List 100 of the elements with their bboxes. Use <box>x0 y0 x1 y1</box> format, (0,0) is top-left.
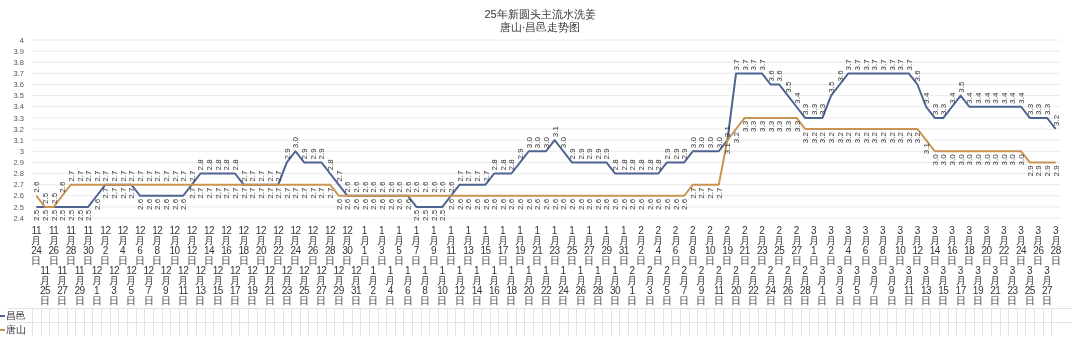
legend-label: 昌邑 <box>0 310 32 322</box>
x-tick-label: 12月29日 <box>333 265 344 306</box>
x-tick-label: 12月10日 <box>169 225 181 266</box>
x-tick-label: 2月23日 <box>756 225 768 266</box>
data-label: 2.8 <box>498 158 508 171</box>
data-label: 2.7 <box>196 187 206 199</box>
data-label: 2.6 <box>369 181 379 193</box>
data-label: 3.6 <box>766 69 776 82</box>
data-label: 2.6 <box>671 198 681 210</box>
data-label: 2.6 <box>92 198 102 210</box>
x-tick-label: 3月12日 <box>911 225 923 266</box>
data-label: 2.6 <box>498 198 508 210</box>
x-tick-label: 12月26日 <box>307 225 319 266</box>
data-label: 2.8 <box>490 158 500 171</box>
data-label: 2.7 <box>334 169 344 182</box>
x-tick-label: 3月28日 <box>1050 225 1062 266</box>
x-tick-label: 3月1日 <box>808 225 820 266</box>
x-tick-label: 2月25日 <box>773 225 785 266</box>
data-label: 2.7 <box>213 187 223 199</box>
data-label: 3.7 <box>878 58 888 71</box>
x-tick-label: 1月13日 <box>462 225 474 266</box>
x-tick-label: 12月27日 <box>316 265 327 306</box>
data-label: 3.2 <box>896 131 906 144</box>
x-tick-label: 3月19日 <box>971 265 984 306</box>
x-tick-label: 2月19日 <box>721 225 733 266</box>
x-tick-label: 1月1日 <box>359 225 371 266</box>
x-tick-label: 3月2日 <box>825 225 837 266</box>
data-label: 3.7 <box>740 58 750 71</box>
data-label: 3.7 <box>896 58 906 71</box>
x-tick-label: 2月20日 <box>729 265 743 306</box>
x-tick-label: 1月21日 <box>531 225 544 266</box>
data-label: 3.3 <box>818 103 828 115</box>
data-label: 3.1 <box>922 142 932 155</box>
data-label: 2.6 <box>395 198 405 210</box>
data-label: 2.6 <box>369 198 379 210</box>
data-label: 2.7 <box>239 169 249 182</box>
data-label: 3.4 <box>948 92 958 104</box>
data-label: 2.6 <box>662 198 672 210</box>
data-label: 2.7 <box>110 169 120 182</box>
data-label: 2.6 <box>645 198 655 210</box>
data-label: 3.3 <box>930 103 940 115</box>
data-label: 2.6 <box>507 198 517 210</box>
x-tick-label: 2月8日 <box>687 225 699 266</box>
data-label: 2.6 <box>593 198 603 210</box>
data-label: 2.9 <box>593 147 603 160</box>
data-label: 2.6 <box>351 198 361 210</box>
data-label: 2.8 <box>628 158 638 171</box>
data-label: 2.5 <box>66 209 76 221</box>
data-label: 2.7 <box>282 187 292 199</box>
data-label: 2.6 <box>602 198 612 210</box>
data-label: 3.6 <box>835 69 845 82</box>
x-tick-label: 2月21日 <box>739 225 751 266</box>
data-label: 3.0 <box>697 136 707 149</box>
data-label: 2.9 <box>308 147 318 160</box>
data-label: 3.2 <box>887 131 897 144</box>
x-tick-label: 12月17日 <box>229 265 241 306</box>
chart-title: 25年新圆头主流水洗姜 <box>483 8 597 21</box>
data-label: 3.2 <box>827 131 837 144</box>
x-tick-label: 12月20日 <box>255 225 267 266</box>
data-label: 2.6 <box>179 198 189 210</box>
data-label: 3.7 <box>749 58 759 71</box>
data-label: 3.3 <box>757 120 767 132</box>
x-tick-label: 1月12日 <box>453 265 466 306</box>
x-tick-label: 3月16日 <box>946 225 958 266</box>
data-label: 2.6 <box>446 181 456 193</box>
data-label: 2.9 <box>671 147 681 160</box>
data-label: 2.6 <box>144 198 154 210</box>
x-tick-label: 1月3日 <box>376 225 388 266</box>
data-label: 2.7 <box>127 169 137 182</box>
x-tick-label: 3月3日 <box>833 265 846 306</box>
data-label: 2.6 <box>377 198 387 210</box>
data-label: 2.9 <box>602 147 612 160</box>
x-tick-label: 3月10日 <box>894 225 906 266</box>
x-tick-label: 12月21日 <box>264 265 275 306</box>
x-tick-label: 2月6日 <box>670 225 682 266</box>
data-label: 2.8 <box>326 158 336 171</box>
x-tick-label: 1月4日 <box>384 265 397 306</box>
data-label: 2.5 <box>438 209 448 221</box>
data-label: 2.7 <box>291 187 301 199</box>
data-label: 3.4 <box>1017 92 1027 104</box>
data-label: 3.2 <box>844 131 854 144</box>
data-label: 3.0 <box>991 153 1001 166</box>
data-label: 2.6 <box>351 181 361 193</box>
data-label: 3.2 <box>904 131 914 144</box>
x-tick-label: 12月28日 <box>324 225 336 266</box>
x-tick-label: 3月20日 <box>981 225 993 266</box>
data-label: 3.3 <box>783 120 793 132</box>
data-label: 3.7 <box>904 58 914 71</box>
x-tick-label: 12月15日 <box>212 265 223 306</box>
data-label: 2.7 <box>697 187 707 199</box>
data-label: 2.6 <box>619 198 629 210</box>
data-label: 3.4 <box>922 92 932 104</box>
data-label: 3.0 <box>291 136 301 149</box>
data-label: 3.2 <box>732 131 742 144</box>
data-label: 3.7 <box>732 58 742 71</box>
data-label: 2.9 <box>516 147 526 160</box>
data-label: 2.7 <box>688 187 698 199</box>
x-tick-label: 3月9日 <box>885 265 898 306</box>
data-label: 3.3 <box>1025 103 1035 115</box>
x-tick-label: 3月17日 <box>954 265 967 306</box>
